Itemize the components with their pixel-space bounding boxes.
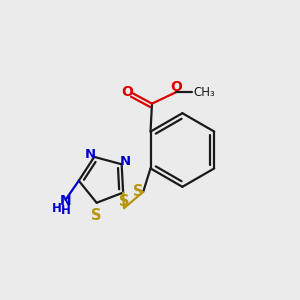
Text: S: S bbox=[133, 184, 143, 200]
Text: H: H bbox=[61, 204, 70, 217]
Text: O: O bbox=[170, 80, 182, 94]
Text: S: S bbox=[92, 208, 102, 223]
Text: H: H bbox=[52, 202, 62, 215]
Text: O: O bbox=[122, 85, 134, 99]
Text: N: N bbox=[85, 148, 96, 161]
Text: N: N bbox=[60, 194, 71, 208]
Text: CH₃: CH₃ bbox=[193, 86, 215, 99]
Text: S: S bbox=[119, 194, 129, 209]
Text: N: N bbox=[120, 155, 131, 168]
